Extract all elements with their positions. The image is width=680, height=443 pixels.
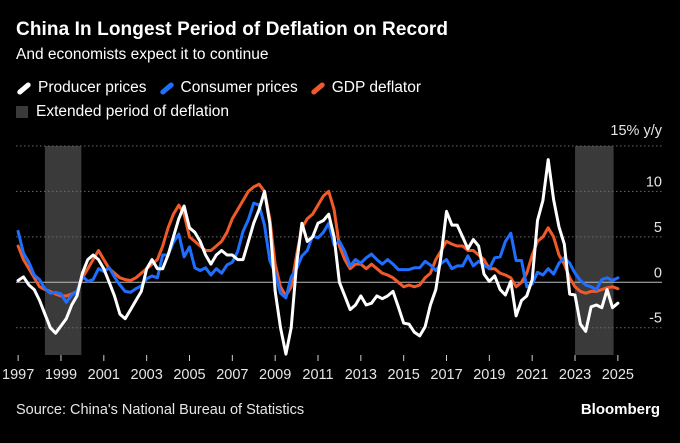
legend-label-consumer-prices: Consumer prices <box>180 79 298 96</box>
x-tick-label: 2007 <box>216 367 248 383</box>
series-line-gdp-deflator <box>16 182 620 298</box>
x-tick-label: 2005 <box>173 367 205 383</box>
legend-label-deflation-period: Extended period of deflation <box>36 103 230 120</box>
x-tick-label: 1997 <box>2 367 34 383</box>
x-tick-label: 2013 <box>345 367 377 383</box>
deflation-period-shade <box>575 146 614 355</box>
legend-item-consumer-prices: Consumer prices <box>158 79 298 97</box>
y-tick-label: 5 <box>654 220 662 236</box>
chart-title: China In Longest Period of Deflation on … <box>16 19 449 40</box>
legend-item-deflation-period: Extended period of deflation <box>16 103 229 121</box>
series-line-consumer-prices <box>16 201 620 304</box>
y-tick-labels: 10 5 0 -5 <box>646 174 662 326</box>
legend-label-producer-prices: Producer prices <box>38 79 147 96</box>
x-tick-label: 2001 <box>88 367 120 383</box>
x-tick-label: 2015 <box>388 367 420 383</box>
x-tick-label: 1999 <box>45 367 77 383</box>
y-tick-label: 0 <box>654 265 662 281</box>
y-tick-label: -5 <box>649 311 662 327</box>
x-tick-label: 2003 <box>131 367 163 383</box>
x-tick-label: 2023 <box>559 367 591 383</box>
x-tick-label: 2019 <box>473 367 505 383</box>
legend-label-gdp-deflator: GDP deflator <box>331 79 422 96</box>
series-line-producer-prices <box>16 158 620 356</box>
y-tick-label: 10 <box>646 174 662 190</box>
bloomberg-logo: Bloomberg <box>580 401 660 418</box>
legend-item-producer-prices: Producer prices <box>16 79 147 97</box>
legend: Producer prices Consumer prices GDP defl… <box>16 76 433 124</box>
chart-subtitle: And economists expect it to continue <box>16 46 269 63</box>
shaded-periods <box>44 146 614 355</box>
deflation-period-shade <box>44 146 82 355</box>
legend-item-gdp-deflator: GDP deflator <box>309 79 422 97</box>
source-note: Source: China's National Bureau of Stati… <box>16 402 305 418</box>
x-tick-label: 2009 <box>259 367 291 383</box>
series-lines <box>16 158 620 356</box>
x-tick-label: 2021 <box>516 367 548 383</box>
x-axis-ticks: 1997 1999 2001 2003 2005 2007 2009 2011 2013 2015… <box>2 355 634 383</box>
deflation-period-swatch <box>16 106 28 118</box>
x-tick-label: 2011 <box>302 367 333 383</box>
y-unit-label: 15% y/y <box>610 123 662 139</box>
x-tick-label: 2025 <box>602 367 634 383</box>
x-tick-label: 2017 <box>430 367 462 383</box>
